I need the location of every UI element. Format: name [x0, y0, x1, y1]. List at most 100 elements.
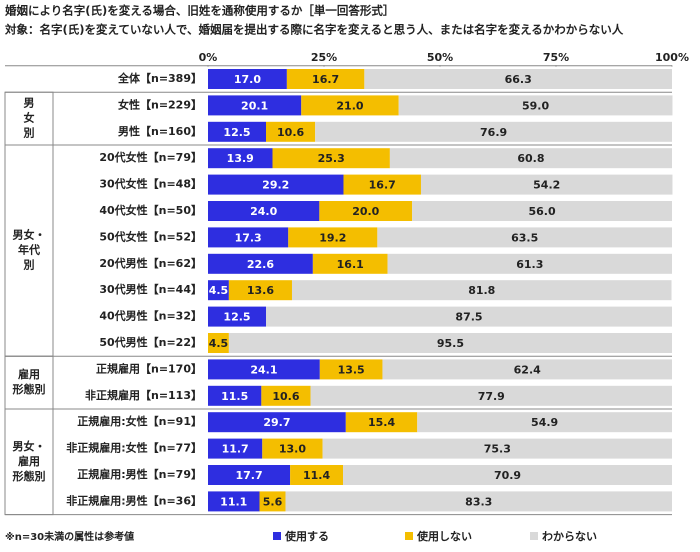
legend-label: 使用する	[284, 529, 329, 543]
bar-segment	[301, 95, 399, 116]
y-tick-label: 20代男性【n=62】	[99, 256, 202, 270]
data-label: 66.3	[505, 73, 532, 86]
data-label: 10.6	[277, 126, 304, 139]
bar-segment	[315, 121, 672, 142]
data-label: 17.0	[234, 73, 261, 86]
data-label: 16.7	[312, 73, 339, 86]
data-label: 15.4	[368, 416, 395, 429]
data-label: 11.4	[303, 469, 330, 482]
bar-segment	[208, 121, 266, 142]
group-label: 雇用	[18, 367, 40, 381]
bar-segment	[208, 253, 313, 274]
x-tick-label: 75%	[543, 51, 569, 64]
bar-segment	[398, 95, 673, 116]
legend-label: 使用しない	[416, 529, 472, 543]
data-label: 4.5	[209, 337, 229, 350]
bar-segment	[208, 412, 346, 433]
data-label: 10.6	[272, 390, 299, 403]
y-tick-label: 男性【n=160】	[118, 124, 202, 138]
data-label: 62.4	[514, 363, 541, 376]
y-tick-label: 全体【n=389】	[117, 71, 202, 85]
group-label: 年代	[18, 243, 40, 257]
y-tick-label: 女性【n=229】	[118, 97, 202, 111]
data-label: 5.6	[263, 495, 283, 508]
data-label: 13.5	[338, 363, 365, 376]
bar-segment	[343, 465, 672, 485]
x-tick-label: 50%	[427, 51, 453, 64]
bar-segment	[228, 333, 672, 353]
data-label: 20.1	[241, 99, 268, 112]
data-label: 29.7	[263, 416, 290, 429]
data-label: 20.0	[352, 205, 379, 218]
data-label: 12.5	[223, 311, 250, 324]
group-label: 男女・	[13, 228, 46, 242]
group-label: 男女・	[13, 439, 46, 453]
bar-segment	[228, 280, 292, 301]
data-label: 21.0	[336, 99, 363, 112]
bar-segment	[364, 69, 672, 89]
bar-segment	[288, 227, 378, 248]
group-label: 別	[23, 258, 35, 272]
data-label: 60.8	[517, 152, 544, 165]
legend-swatch	[530, 532, 538, 540]
group-label: 形態別	[13, 382, 46, 396]
group-label: 男	[24, 97, 35, 110]
bar-segment	[387, 253, 672, 274]
group-label: 女	[24, 111, 35, 125]
bar-segment	[345, 412, 418, 433]
legend-swatch	[405, 532, 413, 540]
group-label: 雇用	[18, 454, 40, 468]
y-tick-label: 50代女性【n=52】	[99, 229, 202, 243]
data-label: 87.5	[455, 311, 482, 324]
data-label: 25.3	[318, 152, 345, 165]
data-label: 13.0	[279, 443, 306, 456]
data-label: 24.0	[250, 205, 277, 218]
y-tick-label: 30代男性【n=44】	[99, 282, 202, 296]
bar-segment	[266, 306, 672, 327]
data-label: 95.5	[437, 337, 464, 350]
data-label: 13.9	[227, 152, 254, 165]
bar-segment	[417, 412, 672, 433]
y-tick-label: 正規雇用:男性【n=79】	[77, 467, 202, 481]
data-label: 61.3	[516, 258, 543, 271]
bar-segment	[208, 201, 320, 221]
y-tick-label: 30代女性【n=48】	[99, 177, 202, 191]
x-tick-label: 100%	[655, 51, 689, 64]
data-label: 81.8	[468, 284, 495, 297]
bar-segment	[420, 174, 673, 195]
bar-segment	[266, 121, 316, 142]
bar-segment	[208, 148, 273, 169]
footnote: ※n=30未満の属性は参考値	[5, 530, 134, 543]
data-label: 63.5	[511, 231, 538, 244]
bar-segment	[382, 359, 672, 380]
bar-segment	[319, 359, 383, 380]
bar-segment	[412, 201, 672, 221]
bar-segment	[262, 438, 323, 459]
bar-segment	[208, 491, 260, 512]
bar-segment	[285, 491, 672, 512]
group-label: 別	[23, 126, 35, 140]
bar-segment	[261, 385, 311, 406]
y-tick-label: 20代女性【n=79】	[99, 150, 202, 164]
bar-segment	[208, 95, 302, 116]
y-tick-label: 正規雇用【n=170】	[96, 361, 202, 375]
bar-segment	[208, 306, 266, 327]
bar-segment	[208, 69, 287, 89]
y-tick-label: 40代女性【n=50】	[99, 203, 202, 217]
data-label: 16.1	[337, 258, 364, 271]
bar-segment	[290, 465, 344, 485]
bar-segment	[208, 359, 320, 380]
data-label: 11.5	[221, 390, 248, 403]
y-tick-label: 非正規雇用【n=113】	[85, 388, 202, 402]
data-label: 56.0	[529, 205, 556, 218]
data-label: 13.6	[247, 284, 274, 297]
data-label: 4.5	[209, 284, 229, 297]
bar-segment	[312, 253, 388, 274]
bar-segment	[208, 438, 263, 459]
data-label: 11.7	[222, 443, 249, 456]
bar-segment	[310, 385, 672, 406]
y-tick-label: 非正規雇用:男性【n=36】	[66, 493, 202, 507]
data-label: 83.3	[465, 495, 492, 508]
data-label: 54.2	[533, 179, 560, 192]
